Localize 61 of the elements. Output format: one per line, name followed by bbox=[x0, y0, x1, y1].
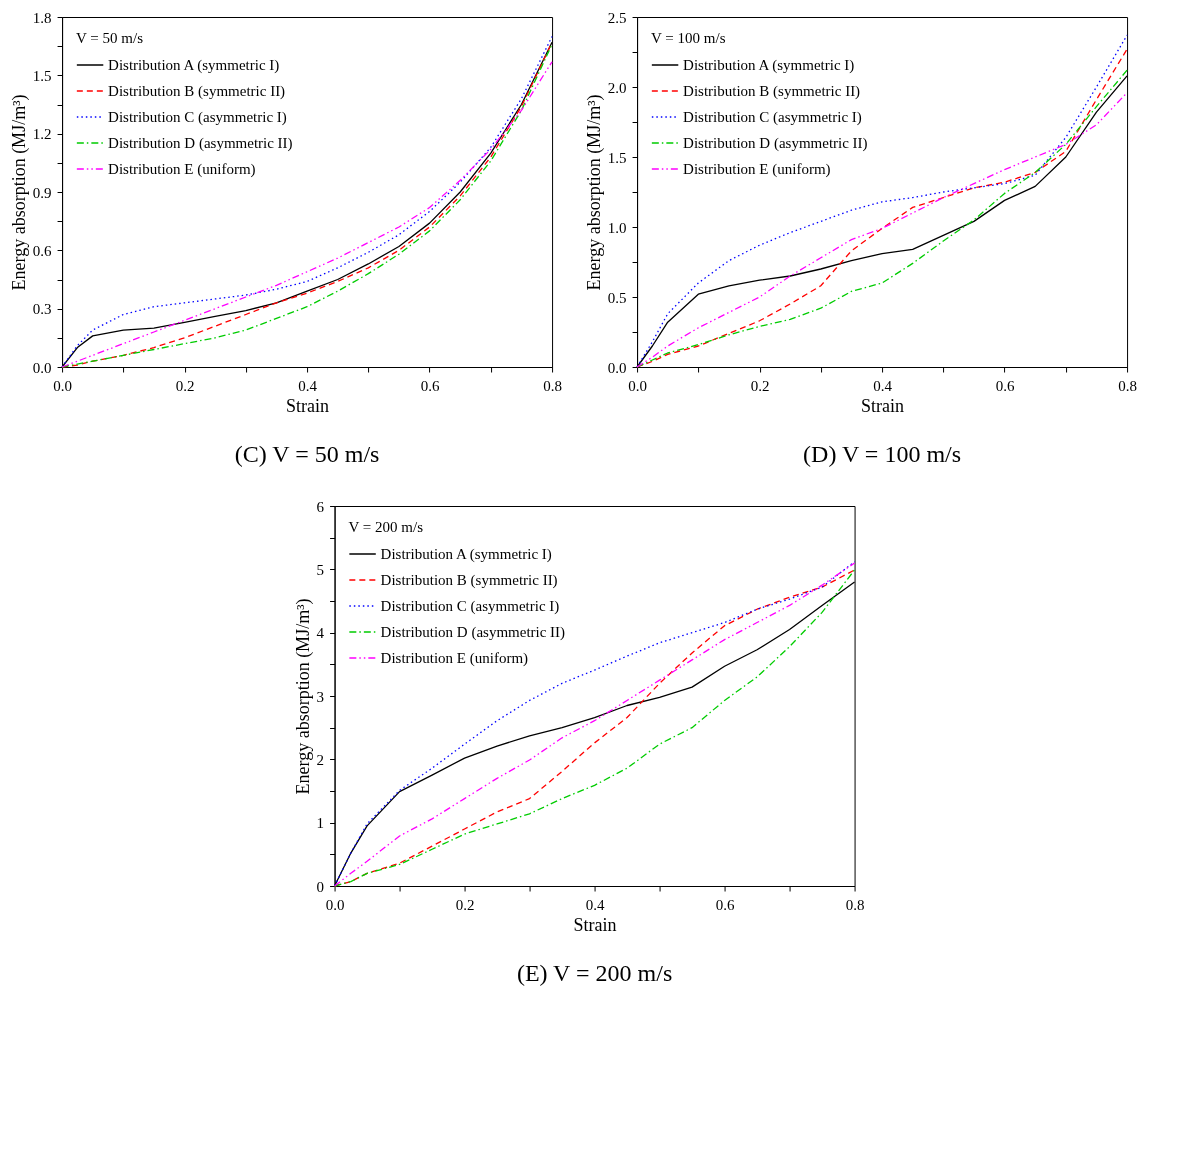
x-axis-title: Strain bbox=[861, 395, 905, 416]
x-tick-label: 0.0 bbox=[53, 377, 72, 394]
y-tick-label: 2.5 bbox=[607, 9, 627, 26]
legend-label: Distribution D (asymmetric II) bbox=[108, 135, 293, 152]
y-tick-label: 0.3 bbox=[32, 301, 52, 318]
legend-label: Distribution A (symmetric I) bbox=[380, 546, 552, 563]
y-tick-label: 0 bbox=[316, 878, 325, 895]
legend-label: Distribution B (symmetric II) bbox=[108, 83, 286, 100]
legend-title: V = 50 m/s bbox=[76, 30, 144, 46]
legend-label: Distribution C (asymmetric I) bbox=[380, 598, 560, 615]
x-tick-label: 0.6 bbox=[420, 377, 440, 394]
legend-label: Distribution A (symmetric I) bbox=[683, 57, 855, 74]
text: (E) V = 200 m/s bbox=[516, 960, 673, 986]
y-tick-label: 0.0 bbox=[607, 359, 627, 376]
y-axis-title: Energy absorption (MJ/m³) bbox=[8, 94, 30, 291]
y-tick-label: 1 bbox=[316, 815, 325, 832]
y-tick-label: 0.5 bbox=[607, 289, 627, 306]
x-tick-label: 0.4 bbox=[873, 377, 893, 394]
legend-label: Distribution E (uniform) bbox=[108, 161, 256, 178]
y-tick-label: 1.5 bbox=[32, 67, 52, 84]
legend-label: Distribution A (symmetric I) bbox=[108, 57, 280, 74]
y-tick-label: 1.2 bbox=[32, 126, 52, 143]
x-tick-label: 0.2 bbox=[750, 377, 770, 394]
y-axis-title: Energy absorption (MJ/m³) bbox=[292, 598, 314, 795]
x-tick-label: 0.8 bbox=[845, 896, 865, 913]
y-tick-label: 1.5 bbox=[607, 149, 627, 166]
y-tick-label: 0.0 bbox=[32, 359, 52, 376]
x-tick-label: 0.6 bbox=[715, 896, 735, 913]
y-tick-label: 0.9 bbox=[32, 184, 52, 201]
legend-title: V = 100 m/s bbox=[651, 30, 726, 46]
x-tick-label: 0.6 bbox=[995, 377, 1015, 394]
y-tick-label: 1.0 bbox=[607, 219, 627, 236]
legend-label: Distribution C (asymmetric I) bbox=[683, 109, 862, 126]
y-tick-label: 6 bbox=[316, 498, 325, 515]
y-tick-label: 1.8 bbox=[32, 9, 52, 26]
x-axis-title: Strain bbox=[286, 395, 330, 416]
legend-label: Distribution D (asymmetric II) bbox=[380, 624, 566, 641]
x-tick-label: 0.0 bbox=[628, 377, 647, 394]
x-tick-label: 0.4 bbox=[585, 896, 605, 913]
text: (C) V = 50 m/s bbox=[234, 441, 380, 467]
legend-label: Distribution E (uniform) bbox=[380, 650, 529, 667]
x-tick-label: 0.2 bbox=[455, 896, 475, 913]
x-tick-label: 0.4 bbox=[298, 377, 318, 394]
legend-label: Distribution D (asymmetric II) bbox=[683, 135, 868, 152]
y-tick-label: 3 bbox=[316, 688, 325, 705]
y-axis-title: Energy absorption (MJ/m³) bbox=[583, 94, 605, 291]
x-tick-label: 0.8 bbox=[1118, 377, 1137, 394]
legend-label: Distribution C (asymmetric I) bbox=[108, 109, 287, 126]
legend-label: Distribution E (uniform) bbox=[683, 161, 831, 178]
legend-label: Distribution B (symmetric II) bbox=[380, 572, 558, 589]
y-tick-label: 5 bbox=[316, 561, 325, 578]
x-tick-label: 0.8 bbox=[543, 377, 562, 394]
y-tick-label: 2.0 bbox=[607, 79, 627, 96]
y-tick-label: 4 bbox=[316, 625, 325, 642]
x-axis-title: Strain bbox=[573, 914, 617, 935]
y-tick-label: 2 bbox=[316, 751, 325, 768]
x-tick-label: 0.2 bbox=[175, 377, 195, 394]
y-tick-label: 0.6 bbox=[32, 242, 53, 259]
legend-title: V = 200 m/s bbox=[348, 519, 424, 535]
text: (D) V = 100 m/s bbox=[803, 441, 962, 467]
legend-label: Distribution B (symmetric II) bbox=[683, 83, 861, 100]
